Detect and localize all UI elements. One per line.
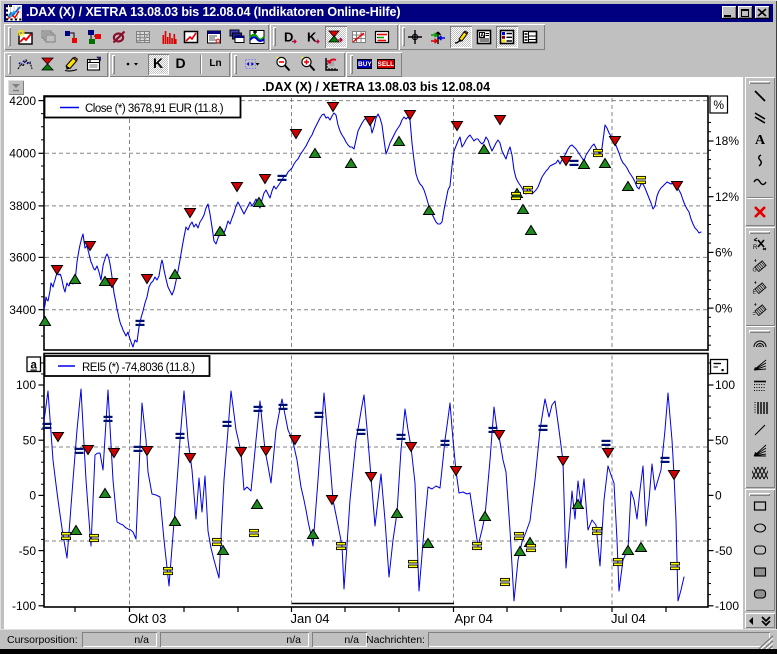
svg-text:=: = (752, 312, 755, 318)
svg-text:50: 50 (715, 433, 729, 447)
svg-text:3600: 3600 (9, 251, 36, 265)
svg-text:100: 100 (715, 378, 735, 392)
svg-text:A: A (480, 33, 484, 39)
svg-text:6%: 6% (715, 246, 733, 260)
svg-text:D: D (284, 29, 293, 44)
svg-text:a: a (30, 360, 37, 372)
svg-text:.DAX (X) / XETRA 13.08.03 bis: .DAX (X) / XETRA 13.08.03 bis 12.08.04 (262, 80, 490, 94)
svg-text:Close (*) 3678,91 EUR (11.8.): Close (*) 3678,91 EUR (11.8.) (85, 103, 224, 115)
svg-text:-100: -100 (12, 599, 36, 613)
svg-text:-50: -50 (19, 544, 37, 558)
svg-text:12%: 12% (715, 190, 739, 204)
svg-text:4000: 4000 (9, 147, 36, 161)
svg-text:100: 100 (16, 378, 36, 392)
svg-text:-50: -50 (715, 544, 733, 558)
svg-text:50: 50 (23, 433, 37, 447)
svg-text:REI5 (*) -74,8036 (11.8.): REI5 (*) -74,8036 (11.8.) (82, 362, 195, 374)
svg-text:E: E (752, 290, 756, 296)
svg-text:Apr 04: Apr 04 (455, 611, 493, 626)
svg-text:18%: 18% (715, 134, 739, 148)
svg-text:Okt 03: Okt 03 (128, 611, 166, 626)
svg-text:K: K (307, 29, 317, 44)
svg-text:3400: 3400 (9, 303, 36, 317)
svg-text:Jan 04: Jan 04 (291, 611, 330, 626)
svg-text:-100: -100 (715, 599, 739, 613)
svg-text:R: R (753, 245, 758, 251)
svg-text:3800: 3800 (9, 199, 36, 213)
svg-text:Jul 04: Jul 04 (611, 611, 646, 626)
svg-text:0%: 0% (715, 301, 733, 315)
svg-text:0: 0 (715, 489, 722, 503)
svg-text:A: A (754, 133, 765, 147)
svg-text:0: 0 (29, 489, 36, 503)
svg-text:G: G (752, 268, 756, 274)
svg-text:%: % (713, 98, 724, 112)
svg-text:4200: 4200 (9, 94, 36, 108)
